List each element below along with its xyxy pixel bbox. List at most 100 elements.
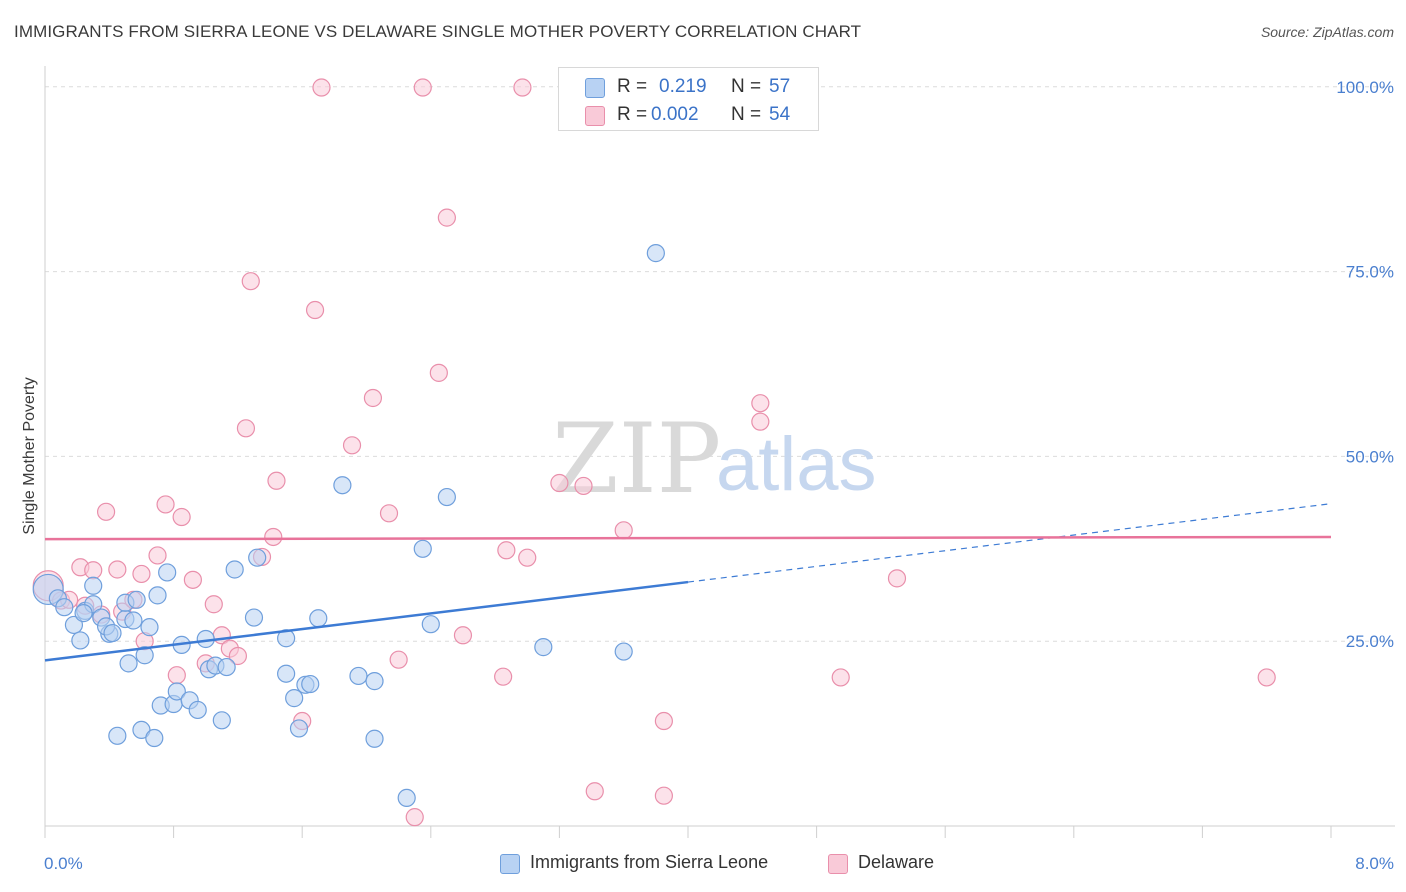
point-sierra-leone: [248, 548, 267, 567]
point-delaware: [453, 626, 473, 645]
legend-swatch-delaware: [828, 854, 848, 874]
y-tick-label: 75.0%: [1346, 263, 1394, 282]
point-delaware: [831, 668, 850, 687]
point-sierra-leone: [127, 590, 146, 609]
point-sierra-leone: [301, 674, 320, 694]
point-sierra-leone: [534, 638, 553, 657]
point-delaware: [887, 569, 907, 588]
point-delaware: [550, 473, 569, 493]
point-delaware: [654, 786, 673, 805]
point-sierra-leone: [124, 611, 143, 630]
legend-swatch-pink: [585, 106, 605, 126]
point-delaware: [494, 667, 513, 686]
x-tick-label: 0.0%: [44, 854, 83, 873]
point-sierra-leone: [365, 729, 384, 748]
point-sierra-leone: [349, 666, 368, 686]
point-delaware: [654, 711, 673, 731]
point-delaware: [156, 495, 175, 514]
point-delaware: [614, 521, 633, 540]
point-sierra-leone: [277, 629, 296, 648]
point-sierra-leone: [148, 586, 167, 605]
point-delaware: [1257, 668, 1276, 687]
point-sierra-leone: [309, 609, 328, 628]
point-sierra-leone: [71, 631, 90, 650]
point-sierra-leone: [217, 657, 236, 677]
bottom-legend: Immigrants from Sierra Leone Delaware: [0, 850, 1406, 878]
series-delaware: [32, 78, 1276, 827]
legend-n-label: N =: [731, 76, 762, 97]
point-delaware: [228, 646, 247, 666]
point-delaware: [183, 570, 202, 589]
point-delaware: [497, 541, 516, 560]
point-delaware: [518, 548, 537, 567]
trend-line-sierra-leone-extension: [687, 503, 1332, 583]
point-sierra-leone: [55, 598, 74, 617]
point-sierra-leone: [212, 711, 231, 730]
trend-line-sierra-leone: [44, 580, 689, 662]
point-sierra-leone: [119, 654, 138, 673]
point-delaware: [513, 78, 532, 97]
watermark: ZIP atlas: [552, 403, 877, 515]
gridlines: [45, 86, 1395, 642]
point-sierra-leone: [397, 788, 416, 808]
point-delaware: [585, 782, 604, 801]
point-delaware: [363, 388, 383, 408]
point-sierra-leone: [413, 539, 432, 558]
watermark-zip: ZIP: [552, 403, 721, 515]
legend-r-value: 0.002: [651, 104, 699, 125]
point-sierra-leone: [421, 615, 440, 634]
legend-swatch-blue: [585, 78, 605, 98]
point-sierra-leone: [135, 646, 154, 665]
legend-row-delaware: R = 0.002 N = 54: [559, 102, 818, 132]
point-sierra-leone: [132, 720, 151, 740]
point-delaware: [305, 300, 325, 320]
point-delaware: [389, 650, 408, 669]
y-axis-label: Single Mother Poverty: [21, 377, 38, 534]
source-label: Source: ZipAtlas.com: [1260, 24, 1394, 40]
point-sierra-leone: [84, 576, 103, 595]
series-sierra-leone: [32, 244, 665, 808]
point-sierra-leone: [158, 563, 177, 582]
legend-label-sierra-leone: Immigrants from Sierra Leone: [530, 852, 769, 872]
point-delaware: [751, 412, 770, 431]
point-sierra-leone: [646, 244, 665, 263]
point-sierra-leone: [167, 682, 186, 701]
point-delaware: [267, 471, 286, 490]
legend-row-sierra-leone: R = 0.219 N = 57: [559, 74, 818, 104]
chart-title: IMMIGRANTS FROM SIERRA LEONE VS DELAWARE…: [14, 22, 862, 41]
stats-legend: R = 0.219 N = 57 R = 0.002 N = 54: [558, 67, 819, 131]
legend-swatch-sierra-leone: [500, 854, 520, 874]
watermark-atlas: atlas: [716, 422, 877, 507]
point-delaware: [84, 561, 103, 580]
y-tick-label: 50.0%: [1346, 447, 1394, 466]
legend-r-label: R =: [617, 104, 648, 125]
point-delaware: [312, 78, 331, 97]
point-sierra-leone: [277, 664, 296, 683]
point-delaware: [574, 476, 593, 496]
point-sierra-leone: [225, 560, 244, 579]
point-delaware: [204, 595, 223, 614]
x-tick-label: 8.0%: [1355, 854, 1394, 873]
point-sierra-leone: [333, 476, 352, 495]
legend-r-label: R =: [617, 76, 648, 97]
point-sierra-leone: [365, 672, 384, 691]
point-delaware: [172, 507, 191, 527]
point-delaware: [429, 363, 448, 382]
point-delaware: [96, 502, 116, 521]
point-delaware: [437, 208, 456, 227]
point-delaware: [264, 527, 283, 547]
point-sierra-leone: [145, 728, 164, 748]
point-delaware: [379, 504, 399, 523]
point-delaware: [108, 560, 127, 579]
point-sierra-leone: [285, 689, 304, 708]
point-sierra-leone: [103, 623, 122, 643]
point-delaware: [751, 394, 770, 413]
point-sierra-leone: [614, 642, 633, 661]
y-tick-label: 25.0%: [1346, 632, 1394, 651]
point-sierra-leone: [64, 615, 84, 635]
trend-line-delaware: [44, 535, 1332, 541]
point-sierra-leone: [244, 608, 264, 627]
point-delaware: [342, 436, 362, 455]
point-delaware: [167, 666, 186, 685]
